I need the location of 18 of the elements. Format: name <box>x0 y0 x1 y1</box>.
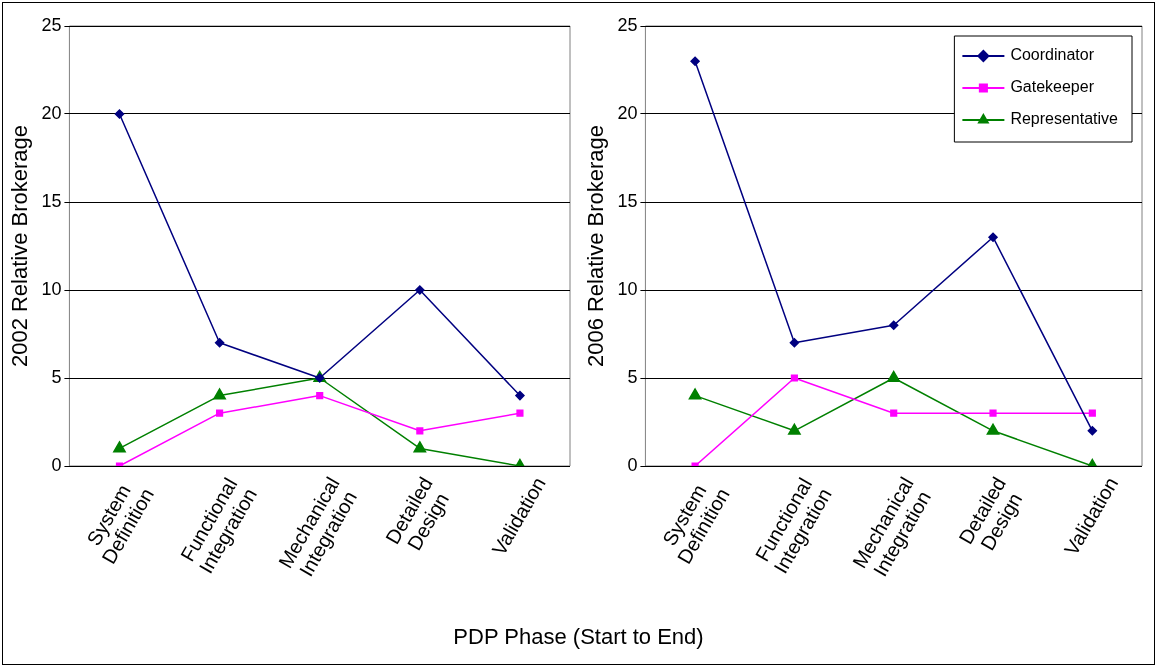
y-tick-label: 0 <box>627 454 638 475</box>
y-tick-label: 20 <box>617 102 638 123</box>
y-tick-label: 5 <box>51 366 62 387</box>
legend-label: Coordinator <box>1010 46 1095 64</box>
y-tick-label: 15 <box>617 190 638 211</box>
legend-label: Representative <box>1010 110 1119 128</box>
y-tick-label: 20 <box>41 102 62 123</box>
y-axis-title: 2006 Relative Brokerage <box>583 124 609 368</box>
y-tick-label: 10 <box>41 278 62 299</box>
y-tick-label: 15 <box>41 190 62 211</box>
x-axis-title: PDP Phase (Start to End) <box>452 624 705 650</box>
y-tick-label: 25 <box>41 14 62 35</box>
y-tick-label: 5 <box>627 366 638 387</box>
y-tick-label: 10 <box>617 278 638 299</box>
y-tick-label: 25 <box>617 14 638 35</box>
legend-label: Gatekeeper <box>1010 78 1095 96</box>
y-tick-label: 0 <box>51 454 62 475</box>
y-axis-title: 2002 Relative Brokerage <box>7 124 33 368</box>
